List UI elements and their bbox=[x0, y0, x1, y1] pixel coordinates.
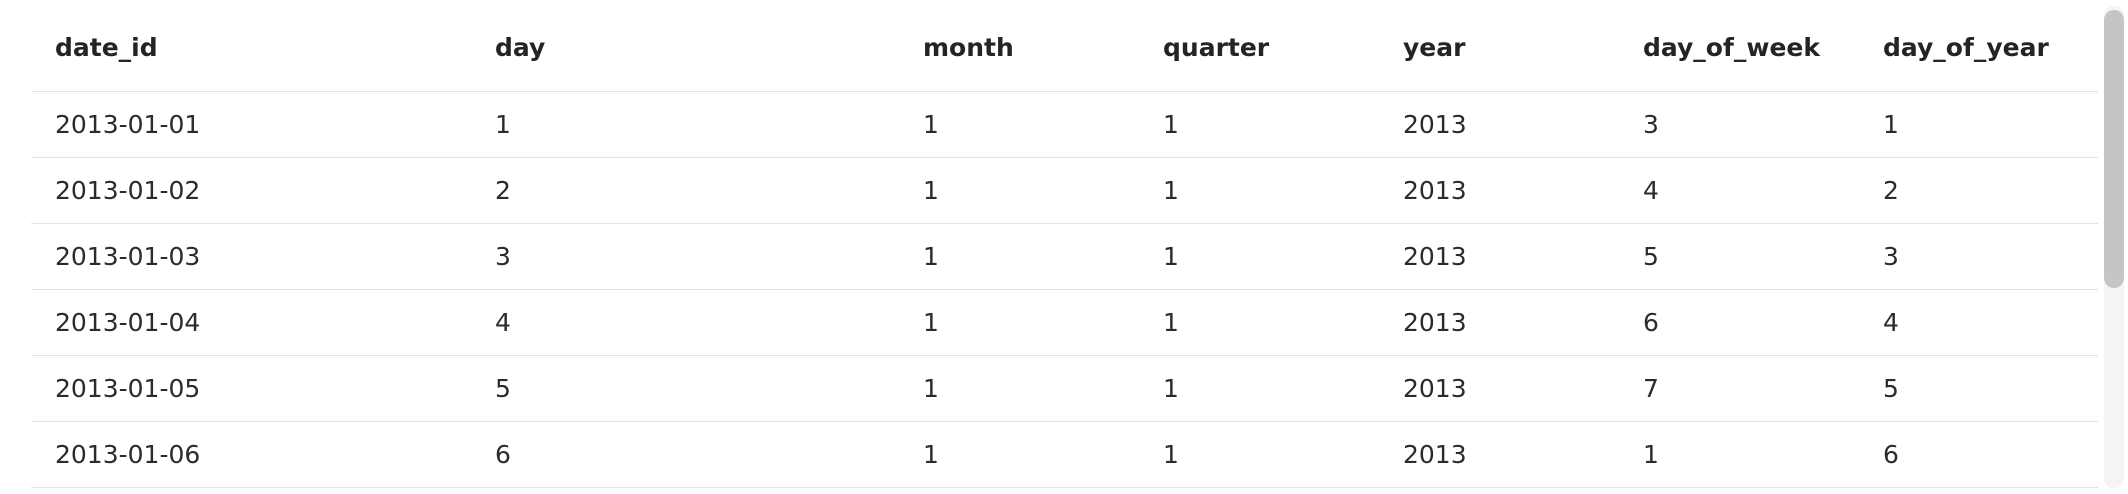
table-cell: 6 bbox=[471, 421, 899, 488]
table-cell: 7 bbox=[1619, 355, 1859, 422]
table-cell: 2013-01-03 bbox=[31, 223, 471, 290]
column-header-year[interactable]: year bbox=[1379, 0, 1619, 92]
column-header-quarter[interactable]: quarter bbox=[1139, 0, 1379, 92]
table-cell: 3 bbox=[1859, 223, 2098, 290]
table-cell: 1 bbox=[1139, 91, 1379, 158]
column-header-day-of-year[interactable]: day_of_year bbox=[1859, 0, 2098, 92]
table-cell: 2013 bbox=[1379, 223, 1619, 290]
data-table-container: date_id day month quarter year day_of_we… bbox=[31, 0, 2098, 494]
table-cell: 3 bbox=[1619, 91, 1859, 158]
header-row: date_id day month quarter year day_of_we… bbox=[31, 0, 2098, 92]
table-cell: 4 bbox=[1619, 157, 1859, 224]
table-cell: 2013 bbox=[1379, 355, 1619, 422]
table-header: date_id day month quarter year day_of_we… bbox=[31, 0, 2098, 92]
table-cell: 3 bbox=[471, 223, 899, 290]
table-cell: 1 bbox=[1859, 91, 2098, 158]
table-cell: 2013 bbox=[1379, 157, 1619, 224]
table-cell: 6 bbox=[1859, 421, 2098, 488]
table-row: 2013-01-03 3 1 1 2013 5 3 bbox=[31, 223, 2098, 290]
table-row: 2013-01-05 5 1 1 2013 7 5 bbox=[31, 355, 2098, 422]
table-cell: 4 bbox=[1859, 289, 2098, 356]
table-cell: 1 bbox=[899, 421, 1139, 488]
table-cell: 1 bbox=[899, 289, 1139, 356]
table-cell: 2013 bbox=[1379, 91, 1619, 158]
table-cell: 1 bbox=[899, 157, 1139, 224]
column-header-day-of-week[interactable]: day_of_week bbox=[1619, 0, 1859, 92]
column-header-month[interactable]: month bbox=[899, 0, 1139, 92]
scrollbar-thumb[interactable] bbox=[2104, 10, 2124, 288]
table-cell: 2013-01-05 bbox=[31, 355, 471, 422]
table-cell: 1 bbox=[899, 355, 1139, 422]
table-cell: 5 bbox=[1859, 355, 2098, 422]
table-cell: 2013-01-02 bbox=[31, 157, 471, 224]
table-cell: 2013 bbox=[1379, 289, 1619, 356]
table-body: 2013-01-01 1 1 1 2013 3 1 2013-01-02 2 1… bbox=[31, 91, 2098, 488]
table-row: 2013-01-01 1 1 1 2013 3 1 bbox=[31, 91, 2098, 158]
table-cell: 1 bbox=[1139, 223, 1379, 290]
data-table: date_id day month quarter year day_of_we… bbox=[31, 0, 2098, 488]
table-row: 2013-01-06 6 1 1 2013 1 6 bbox=[31, 421, 2098, 488]
column-header-day[interactable]: day bbox=[471, 0, 899, 92]
table-cell: 1 bbox=[471, 91, 899, 158]
table-cell: 1 bbox=[1139, 421, 1379, 488]
table-cell: 5 bbox=[471, 355, 899, 422]
table-cell: 2 bbox=[1859, 157, 2098, 224]
table-cell: 1 bbox=[899, 223, 1139, 290]
table-cell: 2013-01-04 bbox=[31, 289, 471, 356]
table-cell: 2013 bbox=[1379, 421, 1619, 488]
table-cell: 1 bbox=[1139, 355, 1379, 422]
column-header-date-id[interactable]: date_id bbox=[31, 0, 471, 92]
table-cell: 5 bbox=[1619, 223, 1859, 290]
table-cell: 1 bbox=[1139, 157, 1379, 224]
table-cell: 1 bbox=[1139, 289, 1379, 356]
table-row: 2013-01-04 4 1 1 2013 6 4 bbox=[31, 289, 2098, 356]
table-cell: 2013-01-06 bbox=[31, 421, 471, 488]
table-cell: 2013-01-01 bbox=[31, 91, 471, 158]
table-cell: 2 bbox=[471, 157, 899, 224]
table-cell: 4 bbox=[471, 289, 899, 356]
table-cell: 1 bbox=[1619, 421, 1859, 488]
vertical-scrollbar[interactable] bbox=[2100, 0, 2128, 494]
table-cell: 1 bbox=[899, 91, 1139, 158]
table-row: 2013-01-02 2 1 1 2013 4 2 bbox=[31, 157, 2098, 224]
table-cell: 6 bbox=[1619, 289, 1859, 356]
